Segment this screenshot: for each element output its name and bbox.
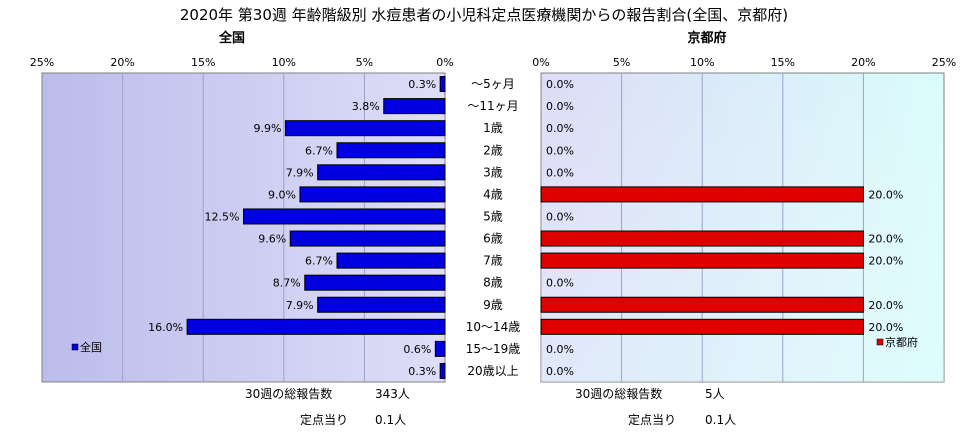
category-label: ～5ヶ月	[471, 77, 515, 91]
left-tick-label: 5%	[356, 56, 373, 69]
left-value-label: 7.9%	[286, 299, 314, 312]
left-value-label: 9.6%	[258, 233, 286, 246]
right-tick-label: 5%	[613, 56, 630, 69]
right-bar	[540, 186, 864, 203]
left-tick-label: 15%	[191, 56, 215, 69]
left-value-label: 0.3%	[408, 365, 436, 378]
right-footer-total-label: 30週の総報告数	[575, 386, 662, 401]
category-label: ～11ヶ月	[467, 99, 518, 113]
left-bar	[289, 230, 446, 247]
left-bar	[383, 98, 446, 115]
right-bar	[540, 252, 864, 269]
category-label: 9歳	[483, 298, 503, 312]
right-value-label: 20.0%	[868, 233, 903, 246]
category-label: 15～19歳	[466, 342, 521, 356]
right-bar	[540, 296, 864, 313]
category-label: 10～14歳	[466, 320, 521, 334]
left-tick-label: 25%	[30, 56, 54, 69]
left-value-label: 16.0%	[148, 321, 183, 334]
category-label: 8歳	[483, 276, 503, 290]
left-bar	[243, 208, 446, 225]
right-value-label: 20.0%	[868, 188, 903, 201]
left-value-label: 6.7%	[305, 144, 333, 157]
category-label: 20歳以上	[467, 364, 518, 378]
right-value-label: 0.0%	[546, 100, 574, 113]
left-value-label: 8.7%	[273, 277, 301, 290]
left-value-label: 6.7%	[305, 255, 333, 268]
right-value-label: 20.0%	[868, 299, 903, 312]
right-footer-total-value: 5人	[705, 387, 725, 401]
left-value-label: 9.0%	[268, 188, 296, 201]
right-tick-label: 20%	[851, 56, 875, 69]
left-value-label: 0.3%	[408, 78, 436, 91]
left-bar	[304, 274, 446, 291]
left-value-label: 12.5%	[205, 210, 240, 223]
category-label: 1歳	[483, 121, 503, 135]
right-legend-label: 京都府	[885, 335, 918, 349]
left-legend-label: 全国	[80, 340, 102, 354]
right-bar	[540, 318, 864, 335]
left-tick-label: 0%	[436, 56, 453, 69]
right-value-label: 0.0%	[546, 122, 574, 135]
right-tick-label: 25%	[932, 56, 956, 69]
right-tick-label: 15%	[771, 56, 795, 69]
left-bar	[439, 76, 446, 93]
left-footer-per-value: 0.1人	[375, 413, 406, 427]
category-label: 5歳	[483, 209, 503, 223]
right-tick-label: 10%	[690, 56, 714, 69]
left-plot-area	[41, 72, 446, 383]
left-value-label: 3.8%	[352, 100, 380, 113]
right-value-label: 0.0%	[546, 277, 574, 290]
category-label: 4歳	[483, 187, 503, 201]
left-value-label: 9.9%	[253, 122, 281, 135]
left-footer-per-label: 定点当り	[300, 412, 348, 427]
left-bar	[434, 340, 446, 357]
right-plot-area-shade	[541, 73, 944, 382]
right-value-label: 0.0%	[546, 343, 574, 356]
left-legend-swatch	[71, 343, 79, 351]
left-bar	[317, 164, 446, 181]
left-tick-label: 20%	[110, 56, 134, 69]
right-value-label: 20.0%	[868, 321, 903, 334]
category-label: 3歳	[483, 165, 503, 179]
right-bar	[540, 230, 864, 247]
right-footer-per-value: 0.1人	[705, 413, 736, 427]
left-bar	[299, 186, 446, 203]
left-bar	[439, 362, 446, 379]
left-bar	[186, 318, 446, 335]
right-value-label: 0.0%	[546, 365, 574, 378]
left-bar	[336, 252, 446, 269]
right-value-label: 20.0%	[868, 255, 903, 268]
left-bar	[336, 142, 446, 159]
category-label: 2歳	[483, 143, 503, 157]
left-bar	[284, 120, 446, 137]
right-value-label: 0.0%	[546, 166, 574, 179]
category-label: 6歳	[483, 232, 503, 246]
left-chart-title: 全国	[218, 30, 245, 46]
right-footer-per-label: 定点当り	[628, 412, 676, 427]
right-chart-title: 京都府	[687, 30, 726, 46]
left-bar	[317, 296, 446, 313]
left-value-label: 7.9%	[286, 166, 314, 179]
left-tick-label: 10%	[272, 56, 296, 69]
left-footer-total-value: 343人	[375, 387, 410, 401]
right-value-label: 0.0%	[546, 78, 574, 91]
right-legend-swatch	[876, 338, 884, 346]
right-value-label: 0.0%	[546, 210, 574, 223]
right-value-label: 0.0%	[546, 144, 574, 157]
left-footer-total-label: 30週の総報告数	[245, 386, 332, 401]
left-value-label: 0.6%	[403, 343, 431, 356]
chart-title: 2020年 第30週 年齢階級別 水痘患者の小児科定点医療機関からの報告割合(全…	[180, 6, 788, 24]
right-tick-label: 0%	[532, 56, 549, 69]
category-label: 7歳	[483, 254, 503, 268]
